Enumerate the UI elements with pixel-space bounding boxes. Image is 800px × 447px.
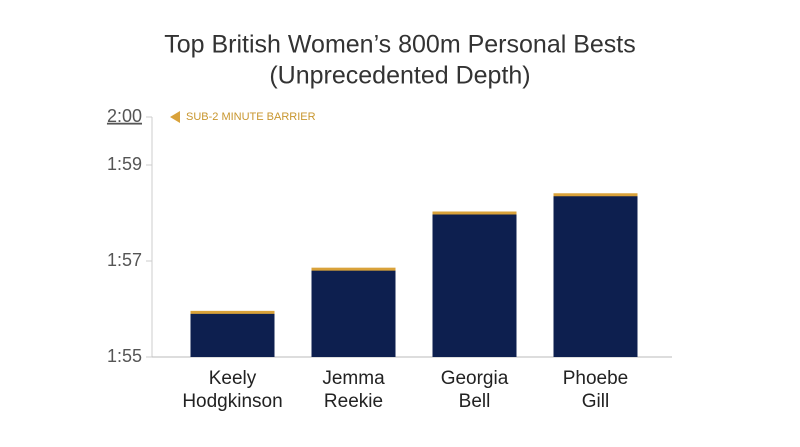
bar [311,269,396,357]
chart-title: (Unprecedented Depth) [269,62,530,90]
bar [553,194,638,357]
annotation: SUB-2 MINUTE BARRIER [186,111,316,123]
x-tick-label: Jemma [322,368,385,389]
annotation-marker [170,111,180,123]
chart-title: Top British Women’s 800m Personal Bests [164,31,636,59]
y-tick-label: 1:57 [107,250,142,270]
x-tick-label: Hodgkinson [182,391,282,412]
x-tick-label: Keely [209,368,257,389]
bar-cap [311,267,396,271]
bar [432,213,517,357]
bar-cap [190,310,275,314]
x-tick-label: Reekie [324,391,383,412]
x-tick-label: Bell [459,391,491,412]
y-tick-label: 2:00 [107,106,142,126]
x-tick-label: Phoebe [563,368,629,389]
y-tick-label: 1:55 [107,346,142,366]
bar-cap [432,211,517,215]
x-tick-label: Georgia [441,368,509,389]
x-tick-label: Gill [582,391,609,412]
bar-cap [553,193,638,197]
bar [190,312,275,357]
y-tick-label: 1:59 [107,154,142,174]
